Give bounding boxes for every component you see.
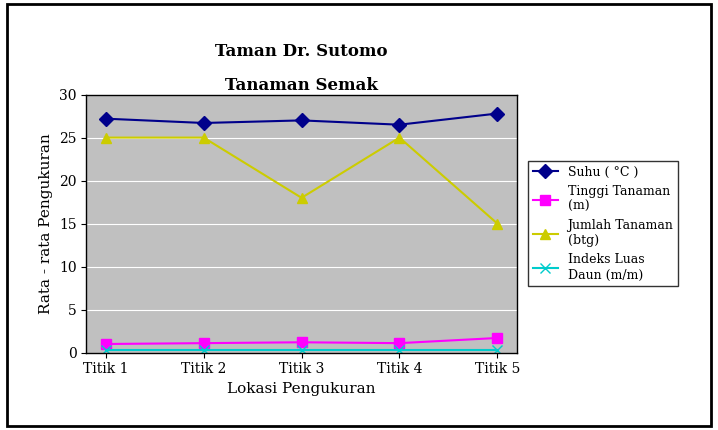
- Indeks Luas
Daun (m/m): [297, 347, 306, 353]
- Tinggi Tanaman
(m): [395, 341, 404, 346]
- Suhu ( °C ): [200, 120, 208, 126]
- Text: Tanaman Semak: Tanaman Semak: [225, 77, 378, 95]
- Suhu ( °C ): [297, 118, 306, 123]
- Jumlah Tanaman
(btg): [101, 135, 110, 140]
- Y-axis label: Rata - rata Pengukuran: Rata - rata Pengukuran: [39, 133, 53, 314]
- Text: Taman Dr. Sutomo: Taman Dr. Sutomo: [215, 43, 388, 60]
- Tinggi Tanaman
(m): [493, 335, 502, 341]
- Suhu ( °C ): [493, 111, 502, 116]
- Jumlah Tanaman
(btg): [395, 135, 404, 140]
- Indeks Luas
Daun (m/m): [395, 347, 404, 353]
- X-axis label: Lokasi Pengukuran: Lokasi Pengukuran: [228, 382, 376, 396]
- Line: Tinggi Tanaman
(m): Tinggi Tanaman (m): [101, 333, 502, 349]
- Tinggi Tanaman
(m): [297, 340, 306, 345]
- Suhu ( °C ): [101, 116, 110, 121]
- Jumlah Tanaman
(btg): [200, 135, 208, 140]
- Jumlah Tanaman
(btg): [297, 195, 306, 200]
- Tinggi Tanaman
(m): [101, 341, 110, 347]
- Indeks Luas
Daun (m/m): [493, 347, 502, 353]
- Legend: Suhu ( °C ), Tinggi Tanaman
(m), Jumlah Tanaman
(btg), Indeks Luas
Daun (m/m): Suhu ( °C ), Tinggi Tanaman (m), Jumlah …: [528, 161, 679, 286]
- Indeks Luas
Daun (m/m): [101, 347, 110, 353]
- Tinggi Tanaman
(m): [200, 341, 208, 346]
- Line: Indeks Luas
Daun (m/m): Indeks Luas Daun (m/m): [101, 345, 502, 355]
- Indeks Luas
Daun (m/m): [200, 347, 208, 353]
- Jumlah Tanaman
(btg): [493, 221, 502, 226]
- Line: Jumlah Tanaman
(btg): Jumlah Tanaman (btg): [101, 133, 502, 228]
- Line: Suhu ( °C ): Suhu ( °C ): [101, 109, 502, 129]
- Suhu ( °C ): [395, 122, 404, 127]
